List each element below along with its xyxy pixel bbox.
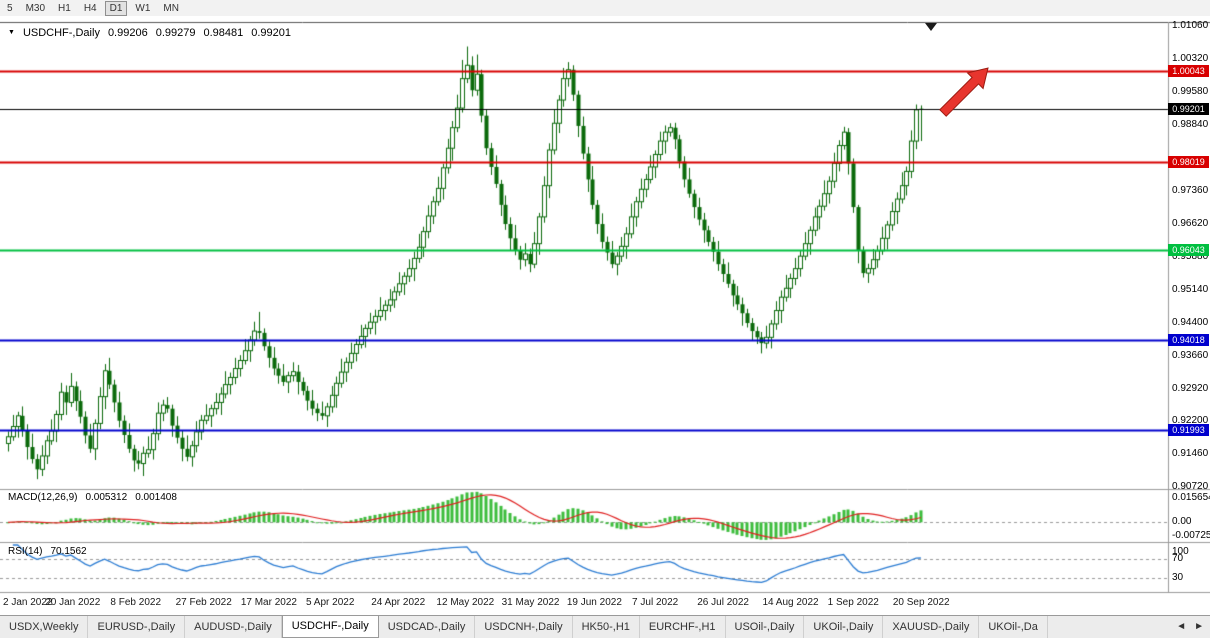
tab-usdcnh-daily[interactable]: USDCNH-,Daily [475,616,573,638]
tab-usdchf-daily[interactable]: USDCHF-,Daily [281,616,379,638]
tab-ukoil-daily[interactable]: UKOil-,Daily [804,616,884,638]
macd-label-text: MACD(12,26,9) [8,492,78,503]
price-axis-tick: 0.95880 [1172,251,1209,263]
price-axis-tick: 0.91460 [1172,448,1209,460]
timeframe-button-w1[interactable]: W1 [135,2,151,14]
timeframe-button-m30[interactable]: M30 [25,2,46,14]
tab-xauusd-daily[interactable]: XAUUSD-,Daily [883,616,980,638]
price-axis-tick: 0.92920 [1172,383,1209,395]
rsi-axis-label: 100 [1172,546,1189,557]
price-axis-tick: 0.98840 [1172,119,1209,131]
macd-axis-label: -0.007255 [1172,530,1210,541]
price-axis-tick: 0.93660 [1172,350,1209,362]
tab-eurchf-h1[interactable]: EURCHF-,H1 [640,616,726,638]
date-axis-label: 7 Jul 2022 [632,597,679,608]
timeframe-button-h1[interactable]: H1 [58,2,71,14]
price-axis-tick: 1.00320 [1172,53,1209,65]
tab-hk50-h1[interactable]: HK50-,H1 [573,616,640,638]
timeframe-button-mn[interactable]: MN [163,2,179,14]
timeframe-toolbar: 5 M30 H1 H4 D1 W1 MN [0,0,1210,16]
tab-usoil-daily[interactable]: USOil-,Daily [726,616,805,638]
price-level-label-support-line: 0.94018 [1168,334,1209,346]
date-axis-label: 17 Mar 2022 [240,597,297,608]
date-axis-label: 20 Jan 2022 [45,597,101,608]
macd-axis-label: 0.00 [1172,516,1192,528]
price-axis-tick: 0.95140 [1172,284,1209,296]
date-axis-label: 14 Aug 2022 [762,597,819,608]
rsi-axis-label: 70 [1172,553,1184,565]
date-axis-label: 5 Apr 2022 [306,597,355,608]
price-axis-tick: 0.97360 [1172,185,1209,197]
quote-low: 0.98481 [203,27,244,39]
price-level-label-current-price: 0.99201 [1168,103,1209,115]
tab-ukoil-da[interactable]: UKOil-,Da [979,616,1048,638]
price-axis-tick: 0.90720 [1172,481,1209,493]
price-axis-tick: 1.01060 [1172,20,1209,31]
rsi-indicator-label: RSI(14) 70.1562 [8,546,87,557]
date-axis-label: 8 Feb 2022 [110,597,162,608]
tab-usdcad-daily[interactable]: USDCAD-,Daily [379,616,476,638]
tab-scroll-controls: ◄ ► [1170,616,1210,638]
date-axis-label: 26 Jul 2022 [697,597,749,608]
macd-signal-value: 0.001408 [135,492,177,503]
chart-title: ▼ USDCHF-,Daily 0.99206 0.99279 0.98481 … [8,27,291,39]
rsi-label-text: RSI(14) [8,546,43,557]
chart-canvas[interactable] [0,0,1210,615]
macd-indicator-label: MACD(12,26,9) 0.005312 0.001408 [8,492,177,503]
chart-collapse-icon[interactable]: ▼ [8,29,15,36]
chart-shift-marker-icon[interactable] [925,23,937,31]
rsi-axis-label: 30 [1172,571,1184,583]
tab-audusd-daily[interactable]: AUDUSD-,Daily [185,616,282,638]
price-level-label-support-line: 0.96043 [1168,244,1209,256]
up-arrow-icon [939,67,989,117]
price-axis-tick: 0.96620 [1172,218,1209,230]
tab-usdx-weekly[interactable]: USDX,Weekly [0,616,89,638]
date-axis-label: 12 May 2022 [436,597,495,608]
date-axis-label: 19 Jun 2022 [566,597,622,608]
price-level-label-resistance-line: 1.00043 [1168,65,1209,77]
quote-close: 0.99201 [251,27,291,39]
price-level-label-support-line: 0.91993 [1168,424,1209,436]
trend-arrow-annotation[interactable] [935,58,995,124]
date-axis-label: 2 Jan 2022 [3,597,53,608]
tab-scroll-left-icon[interactable]: ◄ [1176,621,1187,632]
macd-axis-label: 0.015654 [1172,492,1210,503]
date-axis-label: 24 Apr 2022 [371,597,426,608]
date-axis-label: 20 Sep 2022 [892,597,950,608]
date-axis-label: 1 Sep 2022 [827,597,879,608]
date-axis-label: 31 May 2022 [501,597,560,608]
timeframe-button-h4[interactable]: H4 [83,2,97,14]
chart-tab-bar: USDX,Weekly EURUSD-,Daily AUDUSD-,Daily USD… [0,615,1210,638]
chart-symbol-period: USDCHF-,Daily [22,27,100,39]
timeframe-button-5[interactable]: 5 [7,2,13,14]
price-level-label-resistance-line: 0.98019 [1168,156,1209,168]
tab-scroll-right-icon[interactable]: ► [1194,621,1204,632]
price-axis-tick: 0.99580 [1172,86,1209,98]
price-axis-tick: 0.92200 [1172,415,1209,427]
date-axis-label: 27 Feb 2022 [175,597,232,608]
macd-main-value: 0.005312 [85,492,128,503]
timeframe-button-d1[interactable]: D1 [104,0,128,16]
quote-high: 0.99279 [155,27,196,39]
rsi-value: 70.1562 [50,546,87,557]
tab-eurusd-daily[interactable]: EURUSD-,Daily [88,616,186,638]
price-axis-tick: 0.94400 [1172,317,1209,329]
chart-tabs: USDX,Weekly EURUSD-,Daily AUDUSD-,Daily USD… [0,616,1170,638]
quote-open: 0.99206 [107,27,148,39]
